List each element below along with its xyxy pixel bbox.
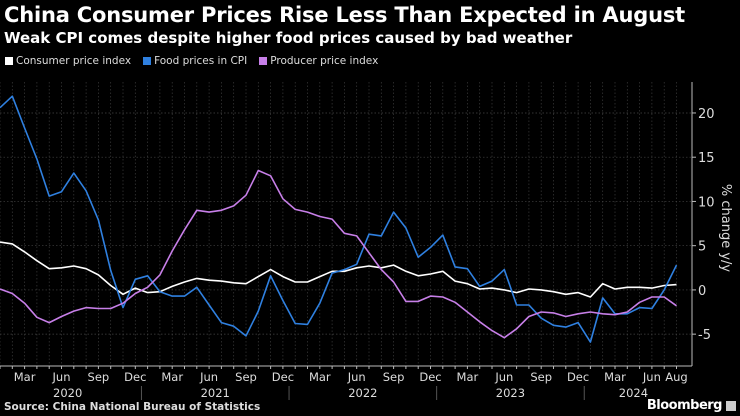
- legend-swatch-ppi: [259, 57, 268, 65]
- y-tick-label: 0: [698, 284, 706, 299]
- series-line-food: [0, 95, 678, 343]
- chart-title: China Consumer Prices Rise Less Than Exp…: [4, 3, 685, 27]
- x-tick-label: Dec: [567, 370, 589, 384]
- y-tick-label: 15: [698, 151, 715, 166]
- y-tick-label: -5: [698, 328, 711, 343]
- x-tick-label: Sep: [530, 370, 552, 384]
- chart-subtitle: Weak CPI comes despite higher food price…: [4, 29, 573, 47]
- y-axis-label: % change y/y: [718, 184, 733, 273]
- x-tick-label: Aug: [665, 370, 687, 384]
- x-tick-label: Dec: [272, 370, 294, 384]
- x-tick-label: Mar: [14, 370, 36, 384]
- legend-label-ppi: Producer price index: [270, 55, 379, 67]
- x-tick-label: Mar: [309, 370, 331, 384]
- legend: Consumer price index Food prices in CPI …: [5, 55, 378, 67]
- year-label: 2022: [348, 386, 377, 400]
- y-tick-label: 10: [698, 195, 715, 210]
- legend-label-food: Food prices in CPI: [154, 55, 248, 67]
- series-lines: [0, 95, 678, 343]
- x-tick-label: Dec: [124, 370, 146, 384]
- year-label: 2023: [496, 386, 525, 400]
- x-tick-label: Jun: [347, 370, 366, 384]
- x-tick-label: Mar: [604, 370, 626, 384]
- legend-swatch-cpi: [5, 57, 13, 65]
- x-tick-label: Sep: [383, 370, 405, 384]
- year-label: 2021: [201, 386, 230, 400]
- bloomberg-icon: [726, 401, 736, 411]
- x-tick-label: Dec: [419, 370, 441, 384]
- legend-item-ppi: Producer price index: [259, 55, 378, 67]
- year-label: 2024: [619, 386, 648, 400]
- x-tick-label: Jun: [199, 370, 218, 384]
- series-line-ppi: [0, 169, 677, 339]
- source-note: Source: China National Bureau of Statist…: [4, 401, 261, 413]
- legend-item-cpi: Consumer price index: [5, 55, 131, 67]
- year-label: 2020: [53, 386, 82, 400]
- axes: -5 0 5 10 15 20 Mar Jun Sep Dec Mar Jun Sep Dec Mar Jun…: [0, 82, 715, 400]
- x-tick-label: Sep: [88, 370, 110, 384]
- x-tick-label: Sep: [235, 370, 257, 384]
- x-tick-label: Jun: [52, 370, 71, 384]
- legend-label-cpi: Consumer price index: [16, 55, 132, 67]
- legend-item-food: Food prices in CPI: [143, 55, 247, 67]
- x-tick-label: Jun: [642, 370, 661, 384]
- series-line-cpi: [0, 241, 677, 298]
- x-tick-label: Mar: [457, 370, 479, 384]
- gridlines: [0, 82, 692, 366]
- x-tick-label: Mar: [161, 370, 183, 384]
- legend-swatch-food: [143, 57, 152, 65]
- x-tick-label: Jun: [494, 370, 513, 384]
- y-tick-label: 20: [698, 107, 715, 122]
- y-tick-label: 5: [698, 240, 706, 255]
- bloomberg-logo: Bloomberg: [646, 398, 723, 413]
